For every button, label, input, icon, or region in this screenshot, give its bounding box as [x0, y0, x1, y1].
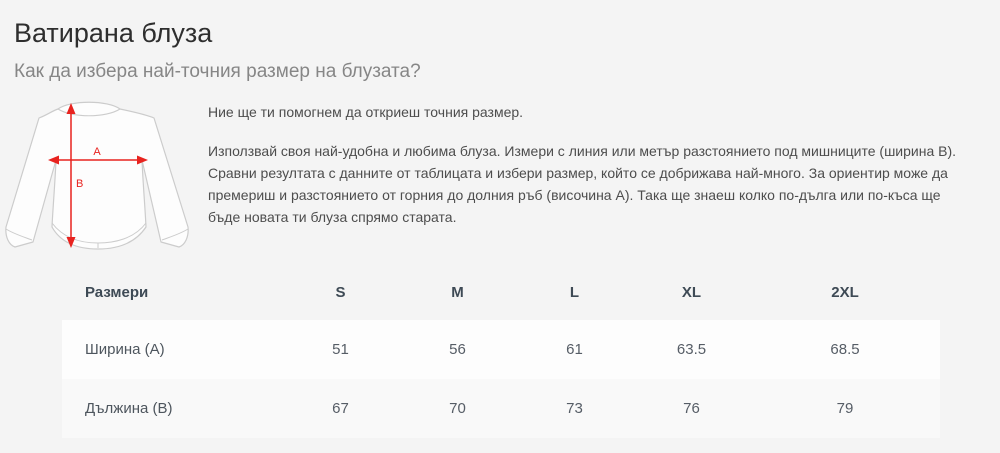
size-table-header-2xl: 2XL: [831, 284, 859, 301]
length-value-m: 70: [449, 400, 466, 417]
width-value-l: 61: [566, 341, 583, 358]
width-value-s: 51: [332, 341, 349, 358]
row-label-length: Дължина (B): [85, 400, 173, 417]
length-arrow-label: B: [76, 178, 83, 190]
shirt-size-diagram: A B: [2, 96, 192, 256]
table-row-width: Ширина (A) 51 56 61 63.5 68.5: [62, 320, 940, 379]
size-table: Размери S M L XL 2XL Ширина (A) 51 56 61…: [62, 265, 940, 438]
width-arrow-icon: [48, 155, 148, 165]
length-value-2xl: 79: [836, 400, 854, 417]
width-value-2xl: 68.5: [830, 341, 860, 358]
page-title: Ватирана блуза: [14, 18, 213, 48]
shirt-diagram-svg: A B: [5, 101, 189, 250]
shirt-right-cuff-line: [161, 228, 189, 241]
width-value-xl: 63.5: [676, 341, 707, 358]
size-table-header-row: Размери S M L XL 2XL: [62, 265, 940, 320]
shirt-outline-icon: [5, 101, 189, 250]
length-value-s: 67: [332, 400, 349, 417]
shirt-collar-line: [57, 108, 121, 117]
size-table-header-l: L: [569, 284, 580, 301]
shirt-left-cuff-line: [5, 228, 33, 241]
intro-paragraph-2: Използвай своя най-удобна и любима блуза…: [208, 143, 957, 225]
size-table-header-s: S: [335, 284, 346, 301]
row-label-width: Ширина (A): [85, 341, 165, 358]
table-row-length: Дължина (B) 67 70 73 76 79: [62, 379, 940, 438]
width-value-m: 56: [449, 341, 466, 358]
length-value-l: 73: [566, 400, 583, 417]
intro-paragraph-1: Ние ще ти помогнем да откриеш точния раз…: [208, 104, 524, 120]
size-table-header-xl: XL: [681, 284, 702, 301]
intro-text: Ние ще ти помогнем да откриеш точния раз…: [208, 101, 958, 228]
size-table-header-m: M: [451, 284, 464, 301]
width-arrow-label: A: [93, 146, 101, 158]
length-arrow-icon: [66, 103, 76, 248]
length-value-xl: 76: [683, 400, 700, 417]
page-subtitle: Как да избера най-точния размер на блуза…: [14, 61, 421, 82]
size-table-header-sizes: Размери: [85, 284, 149, 301]
